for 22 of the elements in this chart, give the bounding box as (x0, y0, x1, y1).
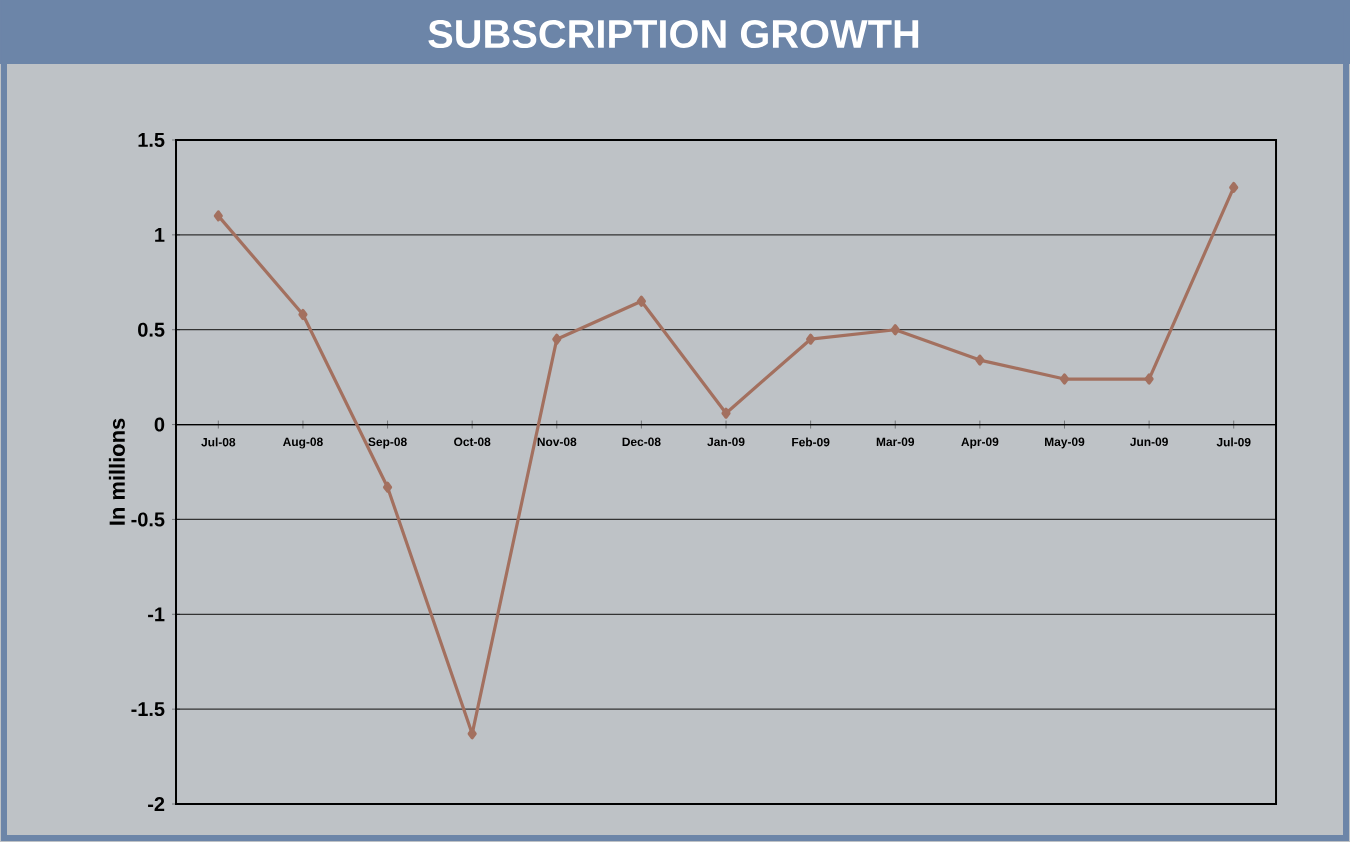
y-tick-label: 1.5 (138, 133, 165, 147)
point (636, 295, 646, 307)
point (975, 354, 985, 366)
point (382, 481, 393, 493)
point (890, 324, 900, 336)
point (213, 210, 223, 222)
point (298, 308, 308, 321)
y-tick-label: 0.5 (138, 322, 165, 337)
point (552, 333, 562, 345)
chart-title: SUBSCRIPTION GROWTH (428, 19, 919, 49)
point (1059, 373, 1070, 385)
y-tick-label: 0 (154, 417, 165, 432)
point (1144, 373, 1154, 385)
point (806, 333, 816, 345)
y-axis-title: In millions (108, 418, 125, 525)
y-tick-label: -2 (148, 797, 165, 811)
point (721, 407, 731, 419)
y-tick-label: -0.5 (131, 512, 165, 527)
point (1229, 181, 1239, 194)
y-tick-label: -1 (148, 607, 165, 622)
y-tick-label: 1 (155, 227, 165, 242)
y-tick-label: -1.5 (131, 702, 165, 717)
